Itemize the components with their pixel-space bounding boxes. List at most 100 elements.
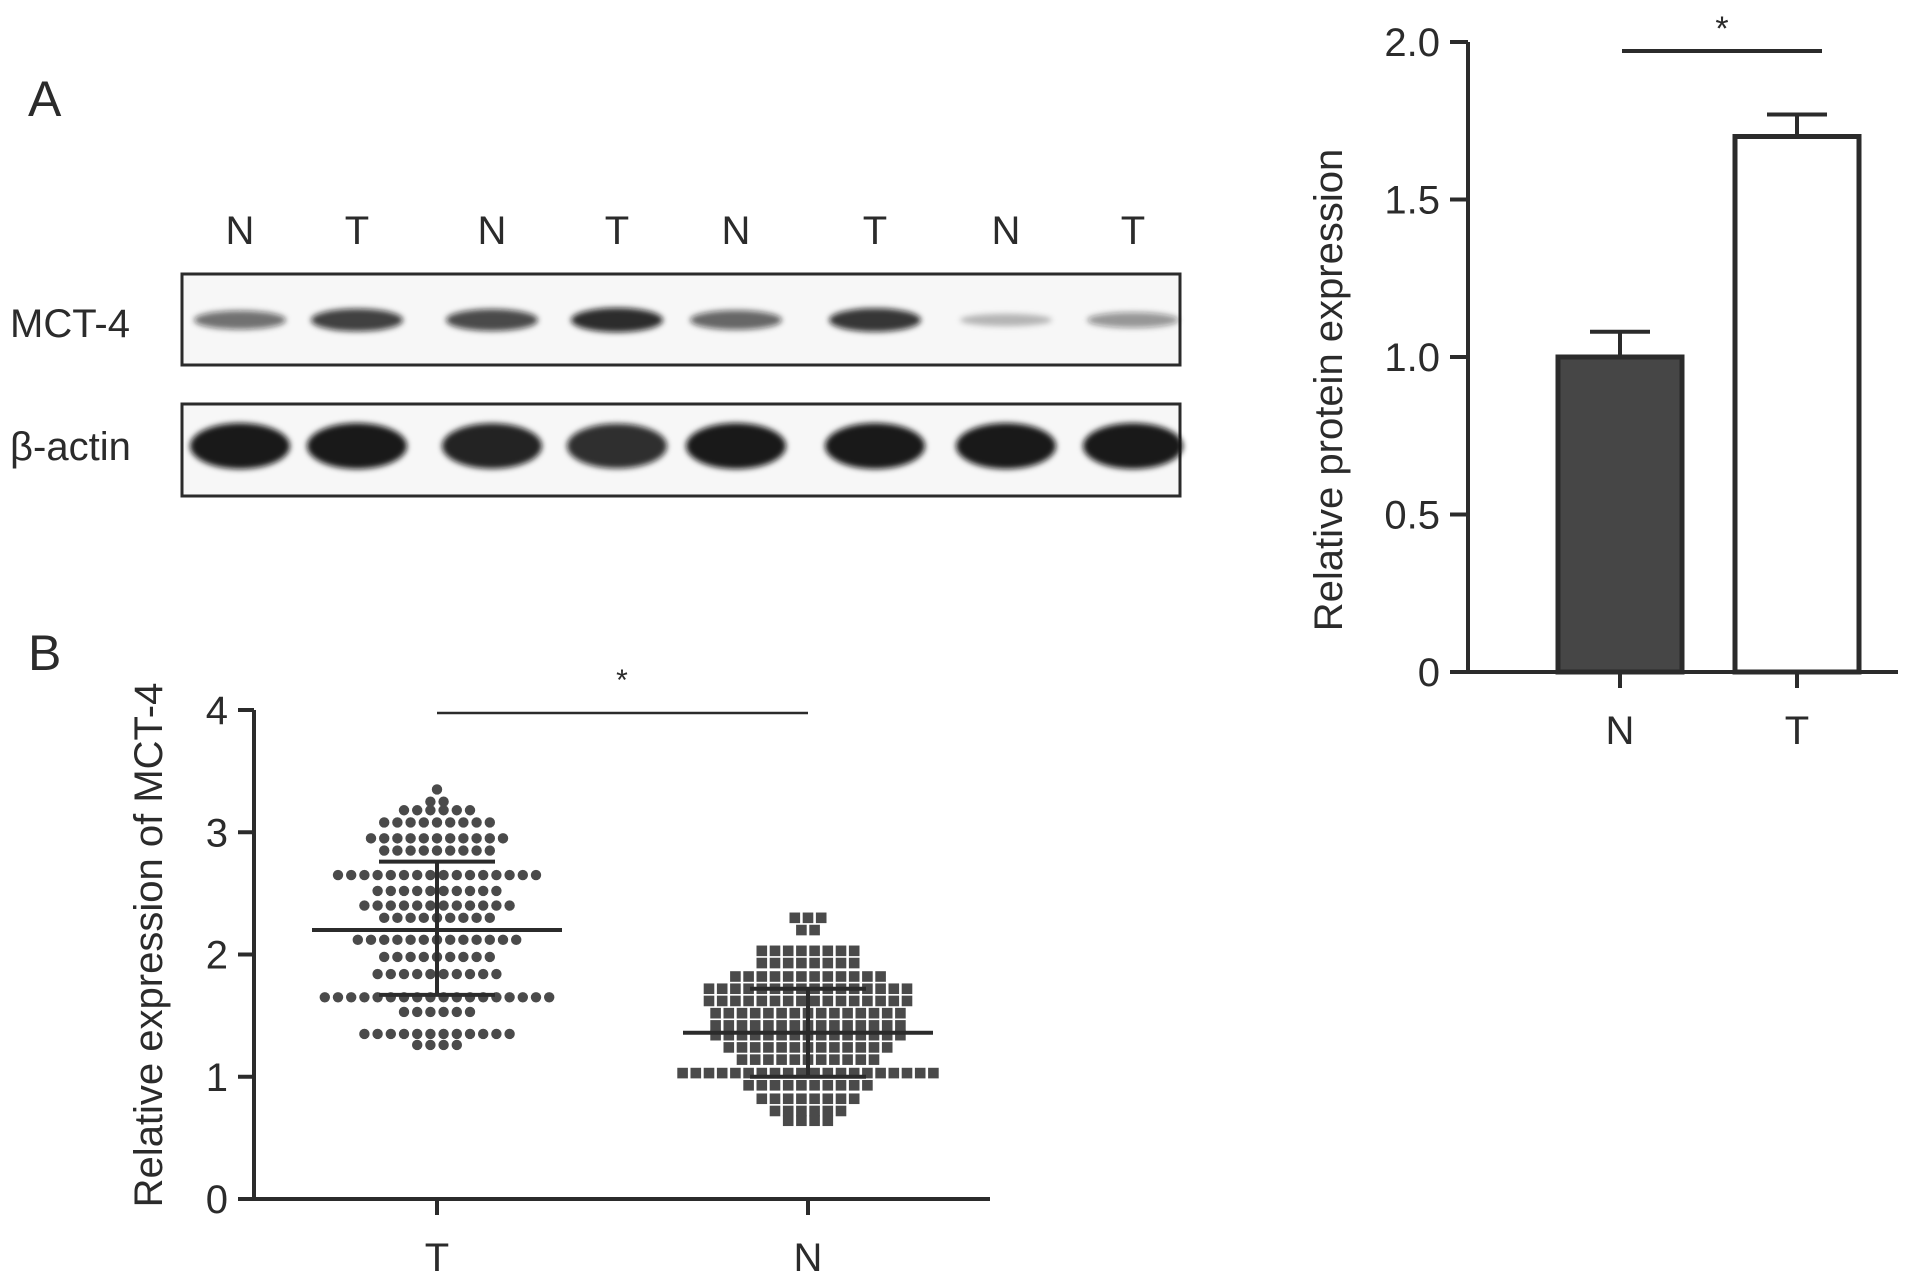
scatter-point-N [868,1042,880,1053]
band-actin-lane-7 [956,423,1056,469]
bar-T [1732,134,1862,675]
scatter-point-N [782,1080,794,1091]
scatter-point-T [372,1028,383,1040]
scatter-point-N [881,1020,893,1031]
scatter-point-T [438,968,449,980]
scatter-x-tick-label-N: N [794,1236,823,1280]
scatter-point-N [763,1042,774,1053]
scatter-point-T [478,885,489,897]
scatter-point-T [504,900,515,911]
scatter-point-N [749,1020,761,1031]
bar-chart: Relative protein expression 0 0.5 1.0 1.5 2.… [1307,10,1898,753]
scatter-point-N [848,971,860,982]
lane-label-1: N [226,209,255,253]
scatter-point-N [776,1007,787,1019]
scatter-point-N [855,1042,867,1053]
scatter-point-N [756,1067,768,1079]
scatter-point-N [809,924,820,936]
scatter-point-T [405,817,416,828]
scatter-point-T [398,885,410,897]
scatter-point-N [809,995,820,1007]
scatter-point-N [868,1020,880,1031]
scatter-point-N [690,1067,702,1079]
band-actin-lane-4 [567,423,667,469]
scatter-point-N [736,1042,748,1053]
scatter-point-T [491,968,502,980]
scatter-point-T [471,912,482,924]
scatter-point-N [895,1007,906,1019]
scatter-point-N [776,1029,787,1041]
scatter-point-T [365,833,377,844]
bar-y-tick-label: 0.5 [1384,494,1440,538]
scatter-point-T [451,869,462,881]
scatter-point-T [464,1028,476,1040]
scatter-point-T [412,1039,423,1051]
scatter-significance-star: * [616,664,628,697]
scatter-point-N [782,971,794,982]
scatter-point-N [782,1115,794,1127]
scatter-point-N [901,995,913,1007]
scatter-point-N [881,1029,893,1041]
scatter-point-T [431,784,443,795]
scatter-point-N [703,995,715,1007]
bar-y-tick-label: 1.5 [1384,179,1440,223]
scatter-point-T [451,805,462,816]
scatter-point-N [782,1105,794,1117]
bar-significance-star: * [1715,10,1728,48]
scatter-point-T [438,1028,449,1040]
scatter-point-N [789,1020,801,1031]
scatter-point-T [451,1006,462,1018]
scatter-point-T [517,992,528,1003]
scatter-point-T [405,912,416,924]
scatter-point-N [835,1105,847,1117]
scatter-point-N [736,1007,748,1019]
scatter-point-N [848,1067,860,1079]
scatter-point-T [464,900,476,911]
scatter-point-N [822,995,834,1007]
scatter-point-T [517,869,528,881]
scatter-point-T [431,817,443,828]
scatter-point-N [789,1029,801,1041]
scatter-point-N [875,995,886,1007]
scatter-point-N [769,971,781,982]
lane-label-6: T [863,209,887,253]
scatter-point-T [385,900,396,911]
scatter-point-N [842,1007,853,1019]
scatter-point-T [431,845,443,856]
band-mct4-lane-5 [690,310,782,330]
scatter-point-T [332,992,344,1003]
scatter-point-T [385,869,396,881]
scatter-point-N [815,1042,827,1053]
lane-label-7: N [992,209,1021,253]
scatter-point-N [895,1029,906,1041]
scatter-point-N [862,1067,873,1079]
scatter-point-N [829,1054,840,1065]
scatter-point-N [848,957,860,969]
scatter-point-T [471,845,482,856]
scatter-point-T [418,845,429,856]
scatter-point-T [385,1028,396,1040]
scatter-point-N [769,1093,781,1105]
scatter-point-N [763,1054,774,1065]
scatter-point-N [848,1080,860,1091]
band-actin-lane-5 [686,423,786,469]
scatter-point-N [743,995,754,1007]
scatter-point-T [352,934,363,946]
scatter-point-T [491,1028,502,1040]
scatter-point-N [815,912,827,924]
scatter-point-N [809,1067,820,1079]
scatter-point-N [789,912,801,924]
band-mct4-lane-6 [829,308,921,332]
scatter-point-N [835,1093,847,1105]
scatter-point-N [842,1020,853,1031]
bar-x-tick-label-N: N [1606,709,1635,753]
scatter-point-T [458,817,469,828]
scatter-point-T [392,912,403,924]
bar-x-tick-label-T: T [1785,709,1809,753]
scatter-point-N [809,1080,820,1091]
scatter-point-T [319,992,330,1003]
band-mct4-lane-4 [571,307,663,333]
scatter-point-T [504,1028,515,1040]
